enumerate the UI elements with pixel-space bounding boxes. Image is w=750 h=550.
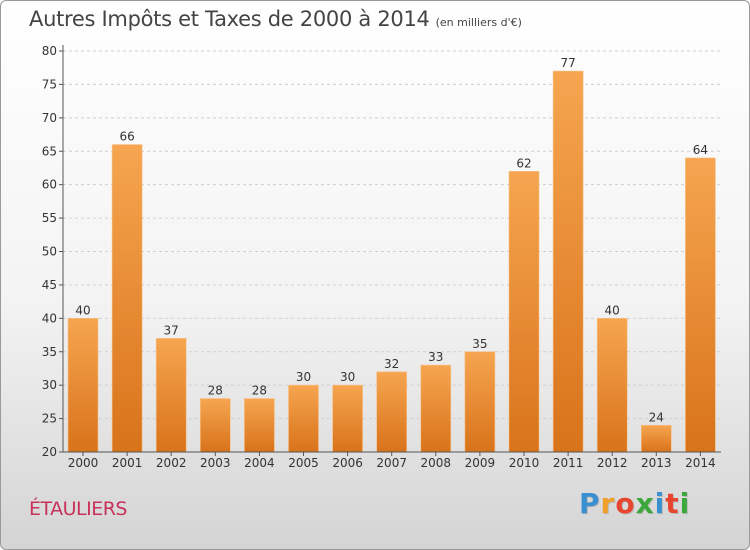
y-tick-label: 60 [42, 178, 57, 192]
value-label-2011: 77 [560, 56, 575, 70]
bars [67, 70, 716, 453]
value-label-2002: 37 [164, 323, 179, 337]
value-label-2006: 30 [340, 370, 355, 384]
bar-2005 [288, 384, 319, 453]
y-tick-label: 55 [42, 211, 57, 225]
bar-2012 [596, 318, 628, 453]
y-tick-label: 45 [42, 278, 57, 292]
x-tick-label-2011: 2011 [553, 456, 584, 470]
value-label-2014: 64 [693, 143, 708, 157]
x-tick-label-2010: 2010 [509, 456, 540, 470]
x-tick-label-2006: 2006 [332, 456, 363, 470]
y-tick-label: 40 [42, 311, 57, 325]
logo-letter: i [654, 487, 666, 520]
bar-2010 [508, 171, 540, 453]
bar-2014 [685, 157, 716, 453]
bar-2000 [67, 318, 99, 453]
x-tick-label-2004: 2004 [244, 456, 275, 470]
x-tick-label-2008: 2008 [421, 456, 452, 470]
data-labels: 40 66 37 28 28 30 30 32 33 35 62 77 40 24 64 [75, 56, 708, 424]
y-tick-label: 35 [42, 345, 57, 359]
bar-2003 [200, 398, 231, 453]
y-tick-label: 75 [42, 77, 57, 91]
value-label-2009: 35 [472, 337, 487, 351]
logo-letter: i [679, 487, 691, 520]
bar-2011 [552, 70, 584, 453]
logo-letter: o [615, 487, 636, 520]
bar-2007 [376, 371, 408, 453]
value-label-2013: 24 [649, 410, 664, 424]
x-tick-label-2007: 2007 [376, 456, 407, 470]
x-tick-label-2001: 2001 [112, 456, 143, 470]
bar-2009 [464, 351, 496, 453]
y-tick-label: 30 [42, 378, 57, 392]
value-label-2003: 28 [208, 384, 223, 398]
value-label-2004: 28 [252, 384, 267, 398]
x-tick-label-2012: 2012 [597, 456, 628, 470]
x-tick-label-2000: 2000 [68, 456, 99, 470]
value-label-2008: 33 [428, 350, 443, 364]
axes: 20 25 30 35 40 45 50 55 60 65 70 75 80 2000 2001 2002 20… [42, 44, 721, 470]
x-tick-label-2005: 2005 [288, 456, 319, 470]
chart-title-text: Autres Impôts et Taxes de 2000 à 2014 [29, 7, 430, 31]
chart-title: Autres Impôts et Taxes de 2000 à 2014 (en… [29, 7, 522, 31]
chart-subtitle: (en milliers d'€) [435, 16, 522, 29]
x-tick-label-2002: 2002 [156, 456, 187, 470]
x-tick-label-2014: 2014 [685, 456, 716, 470]
y-tick-label: 65 [42, 144, 57, 158]
y-tick-label: 70 [42, 111, 57, 125]
y-tick-label: 20 [42, 445, 57, 459]
bar-2013 [640, 424, 672, 453]
logo-letter: x [635, 487, 655, 520]
commune-name: ÉTAULIERS [29, 498, 128, 520]
bar-2006 [332, 384, 363, 453]
value-label-2001: 66 [119, 130, 134, 144]
y-tick-label: 25 [42, 412, 57, 426]
bar-2001 [111, 144, 143, 453]
bar-2002 [155, 338, 187, 453]
x-tick-label-2009: 2009 [465, 456, 496, 470]
value-label-2007: 32 [384, 357, 399, 371]
bar-2008 [420, 364, 452, 453]
y-tick-label: 50 [42, 245, 57, 259]
y-tick-label: 80 [42, 44, 57, 58]
bar-2004 [244, 398, 275, 453]
x-tick-label-2003: 2003 [200, 456, 231, 470]
value-label-2010: 62 [516, 156, 531, 170]
logo-letter: P [579, 487, 601, 520]
logo-letter: r [600, 487, 616, 520]
value-label-2000: 40 [75, 303, 90, 317]
x-tick-label-2013: 2013 [641, 456, 672, 470]
logo-letter: t [665, 487, 680, 520]
value-label-2005: 30 [296, 370, 311, 384]
proxiti-logo: Proxiti [579, 487, 690, 520]
value-label-2012: 40 [605, 303, 620, 317]
